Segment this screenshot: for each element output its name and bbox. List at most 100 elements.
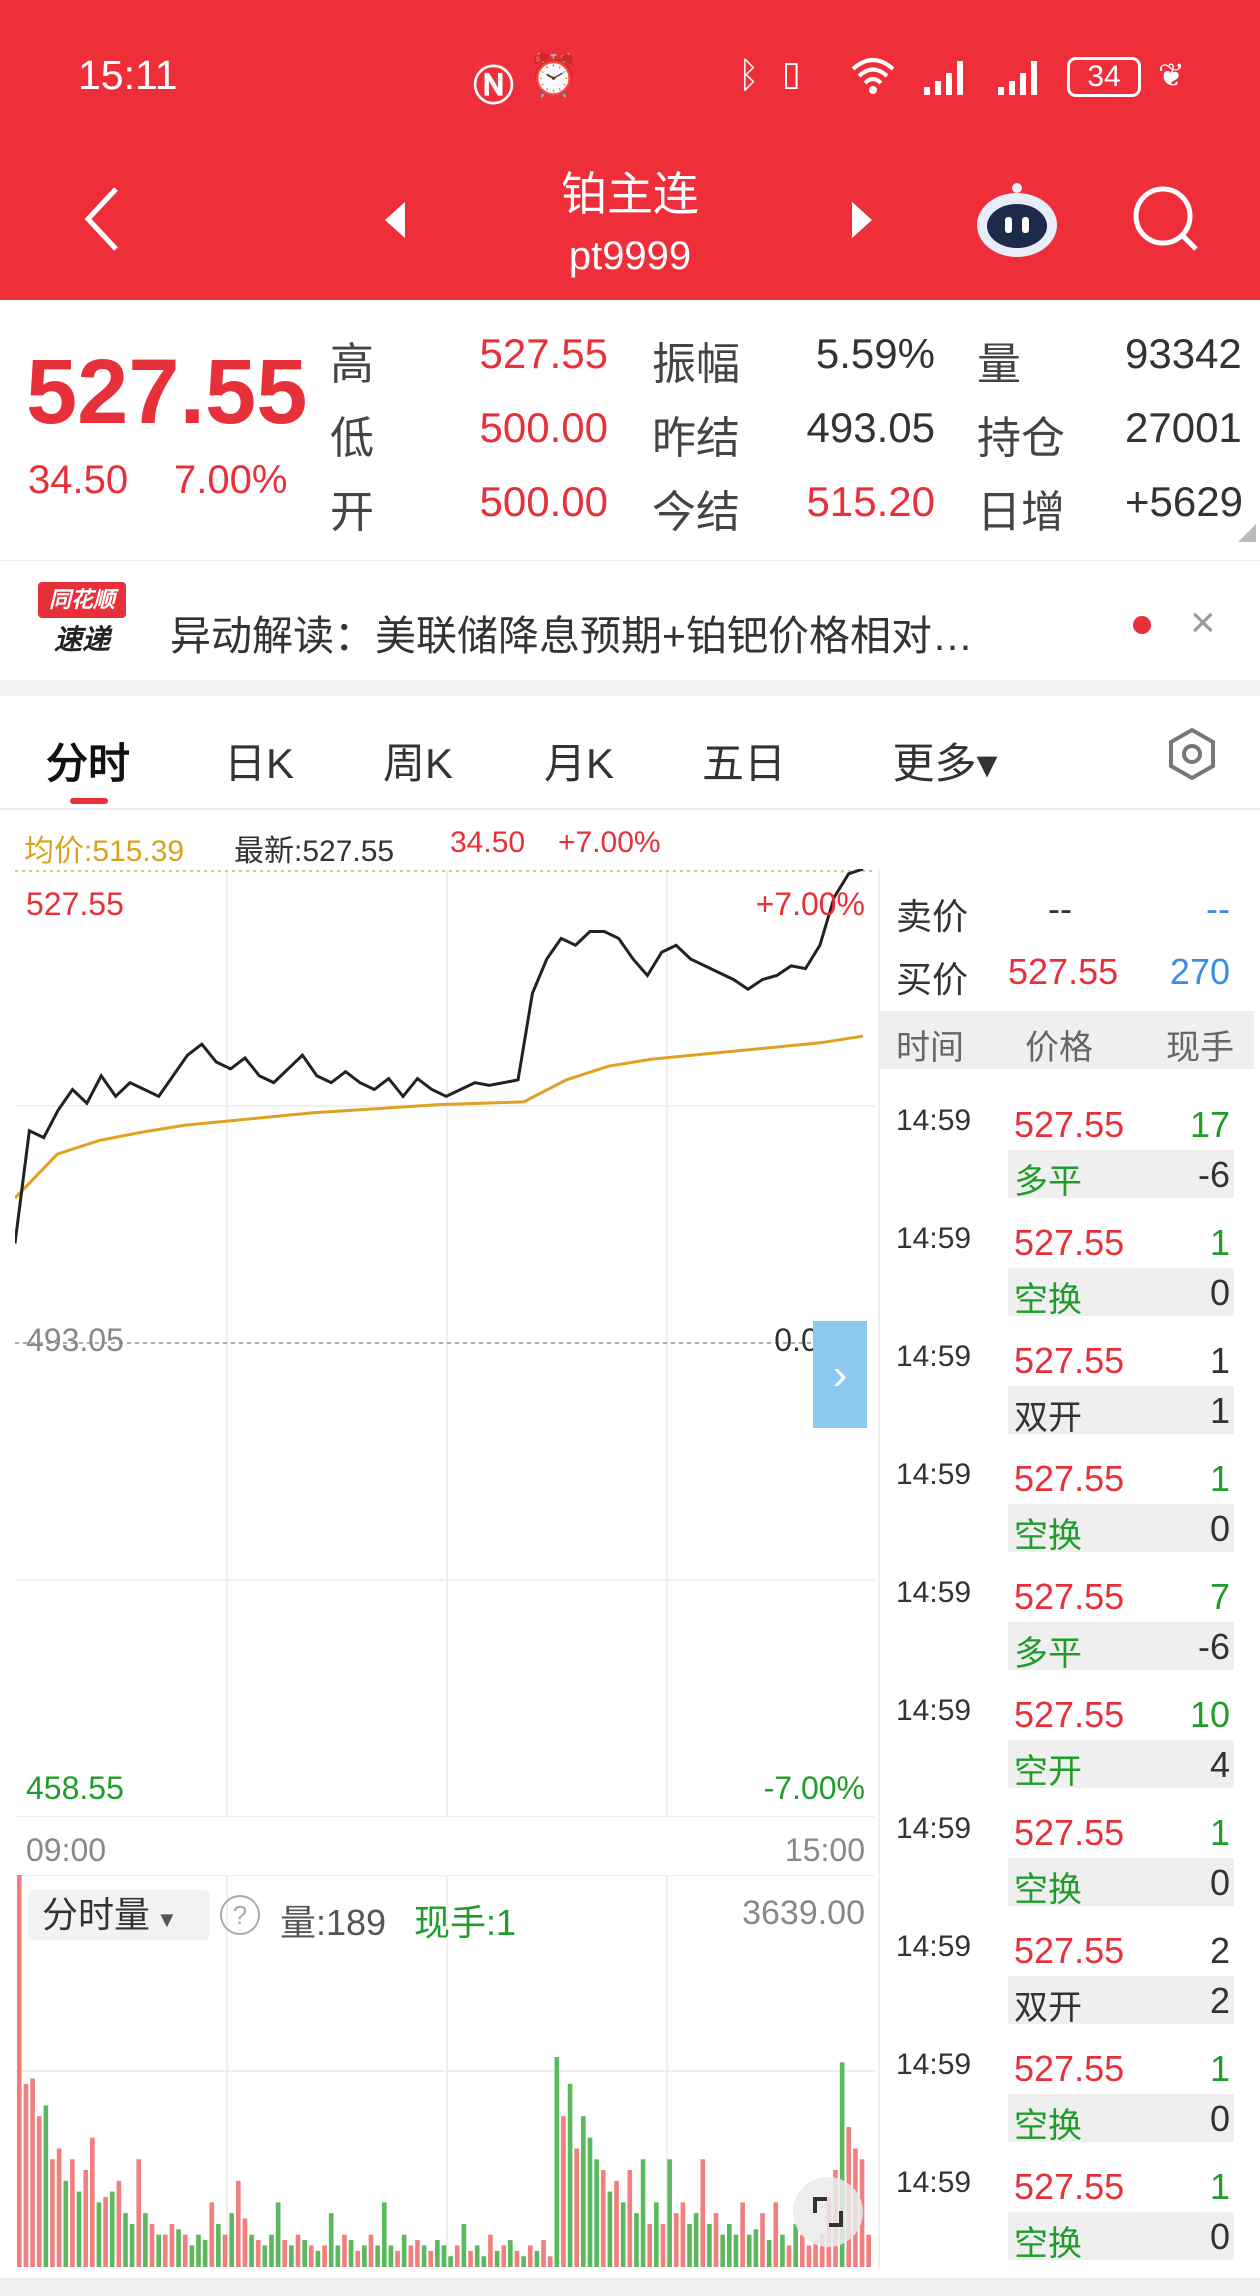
trade-price: 527.55 bbox=[1014, 1930, 1125, 1971]
col-volume: 现手 bbox=[1166, 1029, 1234, 1067]
volume-bar bbox=[162, 2234, 168, 2267]
volume-bar bbox=[753, 2229, 759, 2267]
trade-type: 空换 bbox=[1014, 2107, 1082, 2145]
fullscreen-button[interactable] bbox=[793, 2177, 863, 2247]
expand-panel-button[interactable]: › bbox=[813, 1321, 867, 1428]
help-icon[interactable]: ? bbox=[220, 1895, 260, 1935]
trade-time: 14:59 bbox=[896, 1104, 972, 1137]
volume-bar bbox=[282, 2240, 288, 2267]
volume-bar bbox=[680, 2202, 686, 2267]
volume-bar bbox=[567, 2083, 573, 2267]
close-news-icon[interactable]: × bbox=[1190, 598, 1216, 647]
trade-price: 527.55 bbox=[1014, 1576, 1125, 1617]
trade-volume: 1 bbox=[1209, 1458, 1230, 1499]
volume-bar bbox=[302, 2240, 307, 2267]
volume-bar bbox=[262, 2245, 268, 2267]
volume-bar bbox=[441, 2245, 447, 2267]
tab-3[interactable]: 月K bbox=[543, 740, 615, 787]
tab-5[interactable]: 更多▾ bbox=[892, 740, 998, 787]
trade-time: 14:59 bbox=[896, 2048, 972, 2081]
volume-bar bbox=[494, 2250, 500, 2267]
prev-contract-icon[interactable] bbox=[383, 200, 407, 240]
volume-bar bbox=[813, 2240, 818, 2267]
volume-bar bbox=[362, 2245, 367, 2267]
volume-bar bbox=[176, 2229, 181, 2267]
volume-bar bbox=[328, 2213, 334, 2267]
next-contract-icon[interactable] bbox=[850, 200, 874, 240]
tab-4[interactable]: 五日 bbox=[701, 740, 787, 787]
header-bar: 15:11 Ⓝ ⏰ ᛒ ▯ 34 ❦ 铂主连 pt9999 bbox=[0, 0, 1260, 300]
avg-price-label: 均价:515.39 bbox=[24, 835, 185, 868]
volume-bar bbox=[209, 2202, 215, 2267]
price-change-pct: 7.00% bbox=[174, 458, 288, 502]
trade-time: 14:59 bbox=[896, 2166, 972, 2199]
news-headline[interactable]: 异动解读：美联储降息预期+铂钯价格相对… bbox=[170, 613, 973, 659]
volume-bar bbox=[289, 2245, 294, 2267]
trade-volume: 7 bbox=[1209, 1576, 1230, 1617]
volume-bar bbox=[235, 2180, 241, 2267]
volume-bar bbox=[508, 2240, 513, 2267]
robot-assistant-icon[interactable] bbox=[972, 180, 1062, 260]
bluetooth-icon: ᛒ bbox=[738, 54, 760, 95]
volume-bar bbox=[269, 2234, 274, 2267]
volume-bar bbox=[461, 2223, 467, 2267]
leaf-icon: ❦ bbox=[1158, 57, 1185, 93]
intraday-price-chart[interactable] bbox=[15, 869, 875, 1817]
volume-bar bbox=[315, 2250, 321, 2267]
sell-volume: -- bbox=[1206, 888, 1230, 929]
expand-corner-icon[interactable] bbox=[1236, 522, 1258, 544]
stat-value: 5.59% bbox=[815, 330, 935, 377]
volume-bar bbox=[780, 2234, 785, 2267]
trade-type: 空开 bbox=[1014, 1753, 1082, 1791]
back-icon[interactable] bbox=[82, 185, 122, 253]
search-icon[interactable] bbox=[1130, 183, 1202, 255]
volume-bar bbox=[561, 2116, 566, 2267]
volume-bar bbox=[388, 2245, 394, 2267]
volume-bar bbox=[607, 2191, 613, 2267]
trade-time: 14:59 bbox=[896, 1812, 972, 1845]
open-interest-change: 0 bbox=[1209, 1508, 1230, 1549]
x-label-start: 09:00 bbox=[26, 1832, 107, 1868]
stat-value: 527.55 bbox=[479, 330, 608, 377]
open-interest-change: 0 bbox=[1209, 1272, 1230, 1313]
y-label-mid: 493.05 bbox=[26, 1322, 124, 1358]
stat-label: 日增 bbox=[977, 488, 1065, 537]
volume-bar bbox=[727, 2223, 732, 2267]
volume-bar bbox=[521, 2256, 526, 2267]
settings-icon[interactable] bbox=[1164, 726, 1220, 782]
volume-bar bbox=[660, 2223, 666, 2267]
volume-indicator-select[interactable]: 分时量 ▼ bbox=[28, 1890, 210, 1940]
volume-bar bbox=[17, 1875, 22, 2267]
sell-label: 卖价 bbox=[896, 896, 969, 937]
volume-max-label: 3639.00 bbox=[742, 1894, 865, 1932]
trade-time: 14:59 bbox=[896, 1694, 972, 1727]
trade-detail bbox=[1008, 1504, 1234, 1552]
tab-1[interactable]: 日K bbox=[223, 740, 295, 787]
volume-bar bbox=[103, 2196, 108, 2267]
y-label-top: 527.55 bbox=[26, 886, 124, 922]
volume-bar bbox=[196, 2234, 201, 2267]
volume-bar bbox=[123, 2213, 128, 2267]
trade-type: 空换 bbox=[1014, 1281, 1082, 1319]
volume-bar bbox=[156, 2234, 161, 2267]
trade-price: 527.55 bbox=[1014, 1340, 1125, 1381]
volume-bar bbox=[448, 2256, 453, 2267]
y-label-bottom-pct: -7.00% bbox=[763, 1770, 865, 1806]
tab-2[interactable]: 周K bbox=[382, 740, 454, 787]
trades-header: 时间 价格 现手 bbox=[880, 1011, 1254, 1069]
volume-bar bbox=[149, 2223, 155, 2267]
trade-price: 527.55 bbox=[1014, 2048, 1125, 2089]
x-label-end: 15:00 bbox=[784, 1832, 865, 1868]
trade-volume: 17 bbox=[1189, 1104, 1230, 1145]
price-change: 34.50 bbox=[28, 458, 129, 502]
stat-label: 振幅 bbox=[652, 340, 740, 389]
active-tab-indicator bbox=[70, 798, 108, 804]
trade-volume: 1 bbox=[1209, 2048, 1230, 2089]
open-interest-change: 4 bbox=[1209, 1744, 1230, 1785]
volume-bar bbox=[202, 2240, 208, 2267]
volume-bar bbox=[129, 2223, 135, 2267]
tab-0[interactable]: 分时 bbox=[45, 740, 131, 787]
volume-bar bbox=[381, 2202, 387, 2267]
volume-bar bbox=[594, 2159, 599, 2267]
trade-time: 14:59 bbox=[896, 1458, 972, 1491]
